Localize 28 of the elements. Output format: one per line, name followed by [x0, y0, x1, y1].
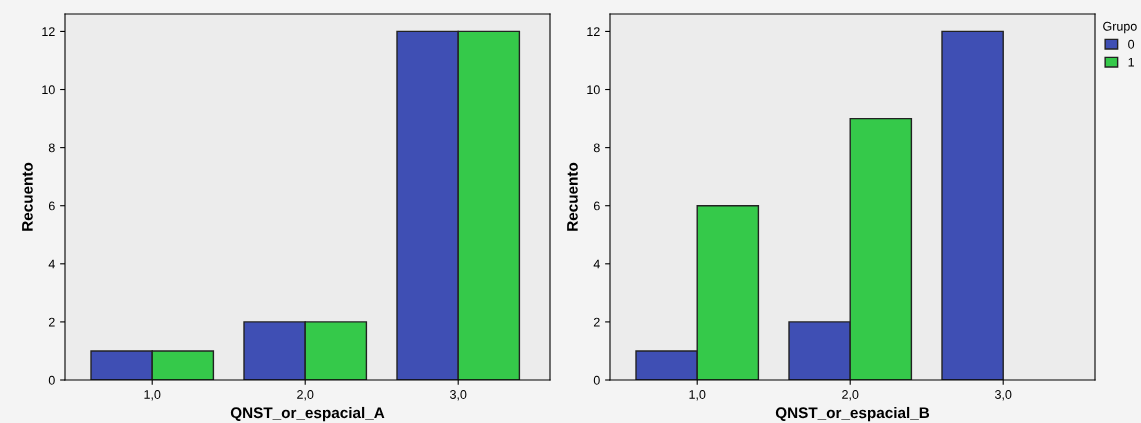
y-tick-label: 8 — [48, 143, 55, 153]
y-axis-title: Recuento — [22, 162, 33, 231]
x-tick-label: 2,0 — [297, 390, 314, 401]
y-tick-label: 2 — [593, 317, 600, 327]
x-tick-label: 1,0 — [144, 390, 161, 401]
y-tick-label: 0 — [593, 375, 600, 385]
y-axis-title: Recuento — [567, 162, 578, 231]
y-tick-label: 12 — [42, 27, 55, 36]
y-tick-label: 12 — [587, 27, 600, 36]
y-tick-label: 10 — [587, 85, 600, 95]
x-tick-label: 2,0 — [842, 390, 859, 401]
legend-label: 1 — [1128, 57, 1134, 67]
legend-label: 0 — [1128, 39, 1135, 49]
y-tick-label: 0 — [48, 375, 55, 385]
y-tick-label: 8 — [593, 143, 600, 153]
x-tick-label: 3,0 — [994, 390, 1012, 401]
y-tick-label: 6 — [48, 201, 55, 211]
x-tick-label: 1,0 — [689, 390, 706, 401]
legend-title: Grupo — [1103, 21, 1137, 34]
y-tick-label: 4 — [48, 259, 55, 269]
x-tick-label: 3,0 — [449, 390, 467, 401]
y-tick-label: 10 — [42, 85, 55, 95]
bar — [941, 30, 1004, 380]
y-tick-label: 4 — [593, 259, 600, 269]
y-tick-label: 6 — [593, 201, 600, 211]
x-axis-title: QNST_or_espacial_B — [775, 406, 930, 422]
y-tick-label: 2 — [48, 317, 55, 327]
x-axis-title: QNST_or_espacial_A — [230, 406, 385, 422]
